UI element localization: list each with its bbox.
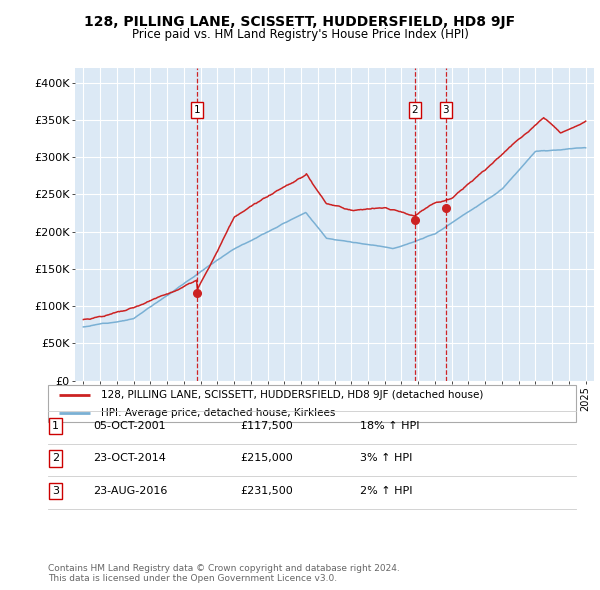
- Text: £215,000: £215,000: [240, 454, 293, 463]
- Text: 128, PILLING LANE, SCISSETT, HUDDERSFIELD, HD8 9JF: 128, PILLING LANE, SCISSETT, HUDDERSFIEL…: [85, 15, 515, 29]
- Text: HPI: Average price, detached house, Kirklees: HPI: Average price, detached house, Kirk…: [101, 408, 335, 418]
- Text: 18% ↑ HPI: 18% ↑ HPI: [360, 421, 419, 431]
- Text: 3% ↑ HPI: 3% ↑ HPI: [360, 454, 412, 463]
- Text: Contains HM Land Registry data © Crown copyright and database right 2024.
This d: Contains HM Land Registry data © Crown c…: [48, 563, 400, 583]
- Text: 23-OCT-2014: 23-OCT-2014: [93, 454, 166, 463]
- FancyBboxPatch shape: [48, 385, 576, 422]
- Text: 1: 1: [52, 421, 59, 431]
- Text: 05-OCT-2001: 05-OCT-2001: [93, 421, 166, 431]
- Text: £231,500: £231,500: [240, 486, 293, 496]
- Text: 3: 3: [52, 486, 59, 496]
- Text: 2% ↑ HPI: 2% ↑ HPI: [360, 486, 413, 496]
- Text: 128, PILLING LANE, SCISSETT, HUDDERSFIELD, HD8 9JF (detached house): 128, PILLING LANE, SCISSETT, HUDDERSFIEL…: [101, 390, 483, 399]
- Text: 2: 2: [412, 105, 418, 115]
- Text: 23-AUG-2016: 23-AUG-2016: [93, 486, 167, 496]
- Text: 2: 2: [52, 454, 59, 463]
- Text: £117,500: £117,500: [240, 421, 293, 431]
- Text: 1: 1: [194, 105, 200, 115]
- Text: Price paid vs. HM Land Registry's House Price Index (HPI): Price paid vs. HM Land Registry's House …: [131, 28, 469, 41]
- Text: 3: 3: [443, 105, 449, 115]
